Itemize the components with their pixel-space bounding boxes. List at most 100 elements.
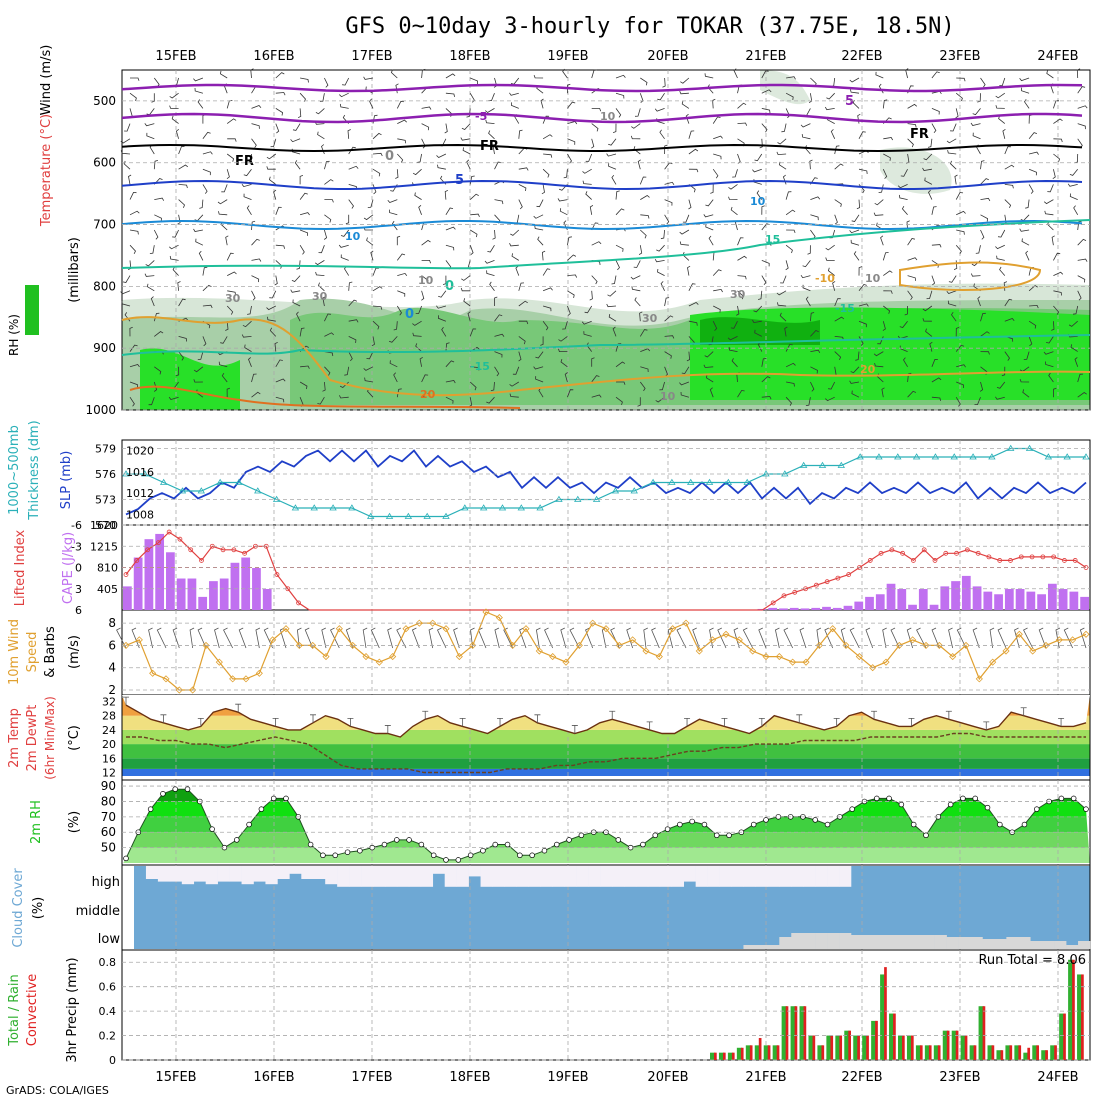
li-marker [943, 550, 949, 556]
wind-barb [486, 396, 495, 404]
wind-barb [883, 153, 891, 161]
wind10m-marker [402, 625, 410, 633]
wind-barb [615, 74, 626, 79]
wind-barb [858, 131, 866, 139]
wind-ylabel-2: Speed [25, 632, 40, 673]
temp-minmax [945, 710, 952, 720]
wind-barb [518, 336, 526, 345]
wind-barb [510, 102, 519, 109]
wind-barb [275, 92, 286, 96]
wind-barb [777, 302, 787, 307]
wind-barb [347, 129, 351, 139]
rh-marker [270, 795, 277, 802]
wind-barb [928, 189, 933, 200]
cloud-high-gap [373, 866, 386, 887]
wind-barb [630, 275, 641, 280]
wind-barb [251, 391, 261, 398]
wind-barb [948, 275, 957, 283]
wind-barb [834, 351, 842, 361]
thickness-marker [1082, 453, 1090, 460]
wind-barb [202, 304, 213, 309]
cloud-low-bar [886, 935, 900, 949]
wind-barb [660, 281, 665, 291]
wind10m-barb [370, 627, 380, 649]
wind-barb [612, 326, 617, 337]
wind-barb [129, 92, 137, 102]
li-marker [231, 547, 237, 553]
contour-label-4: FR [910, 127, 929, 142]
wind-barb [581, 320, 592, 325]
wind-barb [786, 381, 795, 387]
cloud-low-bar [934, 935, 947, 949]
precip-total-bar [745, 1045, 752, 1060]
thickness-marker [969, 453, 977, 460]
wind-barb [251, 123, 260, 129]
li-marker [1040, 554, 1046, 560]
wind-barb [251, 105, 262, 109]
wind-barb [907, 103, 918, 109]
wind-barb [584, 305, 593, 314]
rh-marker [504, 841, 511, 848]
temp-minmax [384, 725, 391, 734]
cloud-high-gap [707, 866, 720, 887]
wind-barb [469, 328, 477, 337]
cloud-high-gap [157, 866, 171, 882]
wind-barb [168, 396, 179, 400]
wind-barb [492, 229, 496, 240]
wind-barb [615, 92, 625, 99]
wind10m-barb [453, 627, 460, 649]
wind-barb [120, 290, 131, 295]
wind-barb [807, 245, 811, 255]
temp-minmax [646, 721, 653, 730]
thickness-marker [479, 504, 488, 511]
wind-barb [1004, 351, 1010, 361]
wind-barb [345, 214, 350, 225]
rh-marker [234, 837, 240, 843]
thickness-marker [743, 478, 751, 485]
contour-teal-lower [121, 334, 1091, 356]
wind-barb [221, 372, 228, 383]
wind-barb [805, 296, 811, 307]
wind-barb [705, 199, 714, 207]
precip-total-bar [996, 1050, 1002, 1060]
wind-barb [1028, 168, 1037, 176]
wind10m-marker [215, 658, 223, 666]
thickness-marker [894, 453, 902, 460]
wind-barb [654, 259, 665, 263]
wind-barb [758, 290, 763, 300]
rh-shade-top [760, 70, 810, 105]
wind-barb [907, 275, 916, 281]
wind-barb [396, 235, 401, 246]
wind10m-marker [295, 641, 303, 649]
wind-barb [1044, 210, 1054, 216]
ua-ylabel-units: (millibars) [67, 237, 82, 303]
wind10m-marker [495, 614, 503, 622]
wind-barb [421, 68, 426, 79]
wind-barb [567, 290, 575, 298]
wind-barb [834, 145, 840, 155]
temp-minmax [684, 717, 691, 727]
cloud-high-gap [468, 866, 481, 877]
wind-barb [247, 305, 252, 315]
wind10m-barb [223, 627, 234, 649]
wind-barb [591, 123, 599, 132]
wind-ylabel-units: (m/s) [67, 635, 82, 669]
precip-total-bar [915, 1045, 922, 1060]
wind-barb [630, 135, 641, 140]
contour-blue-10 [121, 219, 1083, 231]
wind-barb [931, 108, 940, 115]
precip-conv-bar [875, 1020, 878, 1060]
thickness-marker [630, 487, 638, 494]
wind-barb [688, 130, 695, 139]
wind-barb [1021, 238, 1030, 246]
wind10m-marker [709, 636, 717, 644]
wind-barb [123, 160, 131, 170]
contour-label-2: FR [235, 154, 254, 169]
wind-barb [243, 193, 252, 200]
wind-barb [591, 394, 602, 398]
wind-barb [924, 177, 933, 185]
wind-barb [266, 153, 277, 160]
wind-barb [950, 123, 957, 132]
cloud-low-bar [982, 939, 995, 949]
wind-barb [515, 265, 520, 276]
